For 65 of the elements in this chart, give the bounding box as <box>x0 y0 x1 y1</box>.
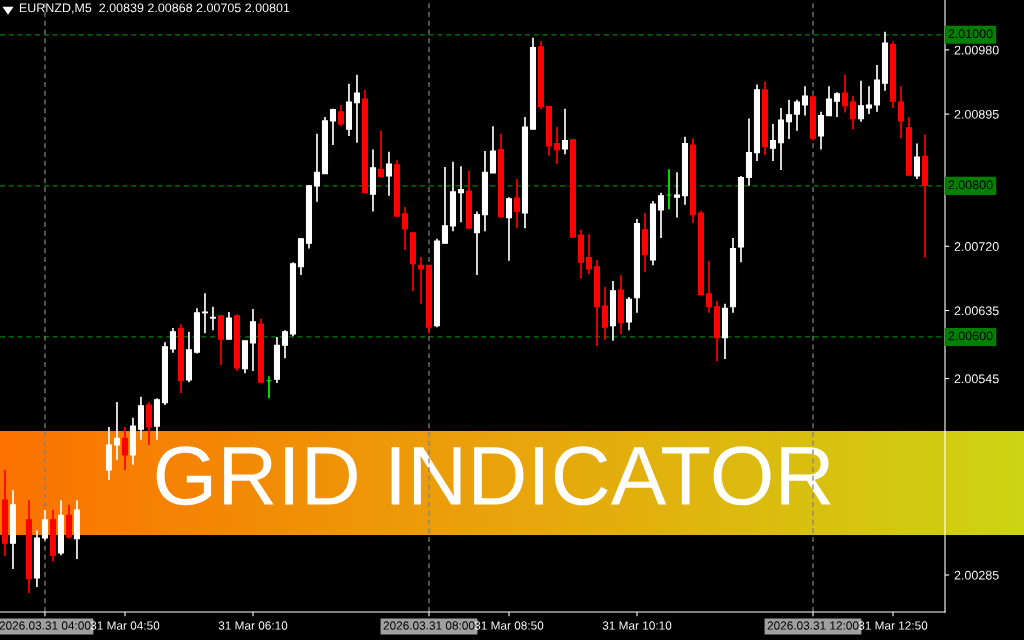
candlestick <box>225 311 233 341</box>
candlestick <box>897 85 905 140</box>
candlestick <box>169 327 177 354</box>
candlestick <box>561 107 569 155</box>
candlestick <box>353 73 361 144</box>
candlestick <box>849 95 857 131</box>
candlestick <box>785 98 793 140</box>
candlestick <box>657 191 665 239</box>
candlestick <box>457 165 465 223</box>
y-tick-label: 2.00635 <box>954 306 999 316</box>
x-tick-label: 2026.03.31 04:00 <box>0 621 91 630</box>
candlestick <box>385 151 393 197</box>
candlestick <box>145 401 153 446</box>
candlestick <box>585 233 593 276</box>
candlestick <box>865 85 873 115</box>
candlestick <box>201 292 209 335</box>
y-tick-label: 2.00980 <box>954 45 999 55</box>
candlestick <box>513 178 521 230</box>
x-tick-label: 2026.03.31 12:00 <box>767 621 859 630</box>
candlestick <box>337 104 345 128</box>
x-tick-label: 2026.03.31 08:00 <box>383 621 475 630</box>
x-tick-label: 31 Mar 06:10 <box>218 621 288 630</box>
candlestick <box>329 107 337 146</box>
ref-line-label: 2.01000 <box>948 29 993 39</box>
candlestick <box>113 401 121 461</box>
candlestick <box>825 85 833 117</box>
y-tick-label: 2.00895 <box>954 109 999 119</box>
candlestick <box>793 98 801 132</box>
y-tick-label: 2.00285 <box>954 570 999 580</box>
candlestick <box>913 142 921 180</box>
candlestick <box>801 85 809 117</box>
candlestick <box>249 308 257 372</box>
candlestick <box>441 166 449 245</box>
y-tick-label: 2.00545 <box>954 374 999 384</box>
candlestick <box>505 196 513 262</box>
ref-line-label: 2.00600 <box>948 331 993 341</box>
candlestick <box>65 503 72 540</box>
ref-line-label: 2.00800 <box>948 180 993 190</box>
candlestick <box>553 126 561 165</box>
candlestick <box>121 426 129 471</box>
candlestick <box>281 329 289 359</box>
candlestick <box>137 395 145 441</box>
candlestick <box>833 91 841 118</box>
candlestick <box>673 171 681 219</box>
candlestick <box>41 509 48 542</box>
candlestick <box>625 296 633 332</box>
candlestick <box>817 110 825 151</box>
candlestick <box>217 314 225 366</box>
candlestick <box>313 132 321 203</box>
y-tick-label: 2.00720 <box>954 242 999 251</box>
candlestick <box>601 286 609 341</box>
candlestick <box>777 107 785 171</box>
candlestick <box>377 129 385 178</box>
chart-title: EURNZD,M5 2.00839 2.00868 2.00705 2.00801 <box>19 3 290 14</box>
x-tick-label: 31 Mar 10:10 <box>602 621 672 630</box>
candlestick <box>417 256 425 305</box>
candlestick <box>705 259 713 314</box>
candlestick <box>489 125 497 174</box>
candlestick <box>473 210 481 276</box>
annotation: GRID INDICATOR <box>156 446 831 506</box>
candlestick <box>769 123 777 162</box>
candlestick <box>857 80 865 123</box>
candlestick <box>401 206 409 251</box>
candlestick <box>841 73 849 114</box>
candlestick <box>209 305 217 332</box>
